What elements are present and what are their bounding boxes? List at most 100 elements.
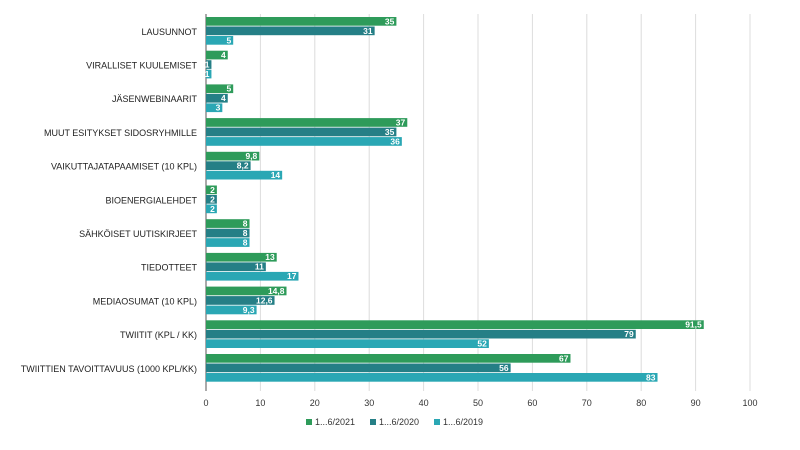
x-tick-label: 50 xyxy=(473,398,483,408)
data-label: 37 xyxy=(396,117,406,127)
bar xyxy=(206,373,658,382)
legend-swatch xyxy=(370,419,376,425)
bar xyxy=(206,170,283,180)
bar xyxy=(206,219,250,228)
data-label: 36 xyxy=(390,136,400,146)
bar xyxy=(206,204,217,214)
data-label: 31 xyxy=(363,26,373,36)
bar xyxy=(206,93,228,103)
x-tick-label: 0 xyxy=(203,398,208,408)
bar xyxy=(206,185,217,195)
data-label: 2 xyxy=(210,204,215,214)
data-label: 3 xyxy=(216,103,221,113)
category-label: TWIITTIEN TAVOITTAVUUS (1000 KPL/KK) xyxy=(21,364,197,374)
x-tick-label: 30 xyxy=(364,398,374,408)
x-tick-label: 90 xyxy=(691,398,701,408)
bar xyxy=(206,252,277,262)
data-label: 11 xyxy=(255,262,264,272)
bar xyxy=(206,305,257,315)
data-label: 52 xyxy=(477,339,487,349)
data-label: 79 xyxy=(624,329,634,339)
category-label: VAIKUTTAJATAPAAMISET (10 KPL) xyxy=(51,162,197,172)
data-label: 8 xyxy=(243,228,248,238)
data-label: 9,8 xyxy=(245,151,257,161)
bar xyxy=(206,127,397,137)
bars xyxy=(206,17,704,382)
bar xyxy=(206,60,212,69)
category-label: TIEDOTTEET xyxy=(141,263,198,273)
bar xyxy=(206,238,250,247)
bar xyxy=(206,329,636,339)
data-label: 5 xyxy=(226,84,231,94)
bar xyxy=(206,137,402,146)
x-axis-ticks: 0 10 20 30 40 50 60 70 80 90 100 xyxy=(203,398,757,408)
data-label: 35 xyxy=(385,16,395,26)
category-label: VIRALLISET KUULEMISET xyxy=(86,60,197,70)
bar xyxy=(206,103,223,113)
data-label: 13 xyxy=(265,252,275,262)
data-label: 5 xyxy=(226,35,231,45)
bar xyxy=(206,151,260,161)
bar xyxy=(206,354,571,363)
data-label: 17 xyxy=(287,271,297,281)
legend: 1...6/2021 1...6/2020 1...6/2019 xyxy=(306,417,483,427)
data-label: 4 xyxy=(221,50,226,60)
bar xyxy=(206,17,397,26)
bar xyxy=(206,50,228,60)
x-tick-label: 70 xyxy=(582,398,592,408)
x-tick-label: 80 xyxy=(636,398,646,408)
legend-label: 1...6/2020 xyxy=(379,417,419,427)
bar xyxy=(206,26,375,36)
data-label: 83 xyxy=(646,372,656,382)
bar xyxy=(206,161,251,170)
data-label: 9,3 xyxy=(243,305,255,315)
category-label: MEDIAOSUMAT (10 KPL) xyxy=(93,296,197,306)
category-label: LAUSUNNOT xyxy=(141,27,197,37)
x-tick-label: 20 xyxy=(310,398,320,408)
data-label: 8 xyxy=(243,238,248,248)
bar xyxy=(206,296,275,305)
legend-label: 1...6/2019 xyxy=(443,417,483,427)
data-label: 1 xyxy=(205,60,210,70)
legend-swatch xyxy=(434,419,440,425)
data-label: 2 xyxy=(210,185,215,195)
data-label: 14,8 xyxy=(268,286,285,296)
bar xyxy=(206,84,234,94)
bar xyxy=(206,228,250,238)
data-label: 67 xyxy=(559,353,569,363)
legend-label: 1...6/2021 xyxy=(315,417,355,427)
x-tick-label: 10 xyxy=(255,398,265,408)
data-label: 4 xyxy=(221,93,226,103)
data-label: 8,2 xyxy=(237,161,249,171)
x-tick-label: 40 xyxy=(419,398,429,408)
data-label: 14 xyxy=(271,170,281,180)
x-tick-label: 60 xyxy=(527,398,537,408)
bar xyxy=(206,262,266,272)
bar xyxy=(206,286,287,296)
category-label: BIOENERGIALEHDET xyxy=(105,195,197,205)
data-label: 91,5 xyxy=(685,320,702,330)
bar xyxy=(206,320,704,329)
bar xyxy=(206,271,299,281)
category-label: MUUT ESITYKSET SIDOSRYHMILLE xyxy=(44,128,197,138)
bar xyxy=(206,118,408,127)
data-label: 8 xyxy=(243,219,248,229)
category-label: SÄHKÖISET UUTISKIRJEET xyxy=(79,229,197,239)
bar xyxy=(206,69,212,79)
category-label: JÄSENWEBINAARIT xyxy=(112,94,198,104)
data-label: 12,6 xyxy=(256,295,273,305)
data-label: 35 xyxy=(385,127,395,137)
legend-swatch xyxy=(306,419,312,425)
bar xyxy=(206,195,217,204)
data-label: 2 xyxy=(210,194,215,204)
category-labels: LAUSUNNOT VIRALLISET KUULEMISET JÄSENWEBIN… xyxy=(21,27,198,374)
data-label: 1 xyxy=(205,69,210,79)
bar xyxy=(206,339,489,348)
category-label: TWIITIT (KPL / KK) xyxy=(120,330,197,340)
bar xyxy=(206,363,511,373)
bar xyxy=(206,36,234,45)
data-labels: 353154115433735369,88,21422288813111714,… xyxy=(205,16,702,382)
data-label: 56 xyxy=(499,363,509,373)
x-tick-label: 100 xyxy=(742,398,757,408)
